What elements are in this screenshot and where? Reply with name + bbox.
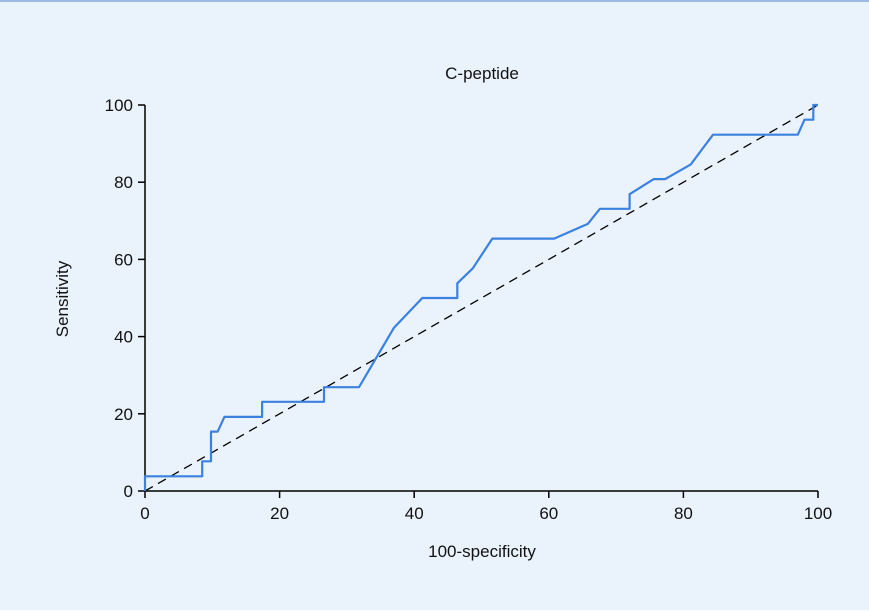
x-tick-label: 20 bbox=[270, 504, 289, 523]
axes: 0 20 40 60 80 100 0 20 40 60 80 100 bbox=[105, 96, 833, 523]
chart-title: C-peptide bbox=[445, 64, 519, 83]
x-tick-label: 40 bbox=[405, 504, 424, 523]
x-tick-label: 80 bbox=[674, 504, 693, 523]
y-tick-label: 100 bbox=[105, 96, 133, 115]
y-tick-label: 20 bbox=[114, 405, 133, 424]
reference-line bbox=[144, 104, 819, 492]
roc-curve bbox=[143, 103, 818, 491]
y-axis-title: Sensitivity bbox=[53, 260, 72, 337]
y-tick-label: 0 bbox=[124, 482, 133, 501]
y-tick-label: 80 bbox=[114, 173, 133, 192]
x-tick-label: 60 bbox=[539, 504, 558, 523]
roc-curve-group bbox=[143, 103, 818, 491]
x-tick-label: 100 bbox=[804, 504, 832, 523]
reference-line-group bbox=[144, 104, 819, 492]
x-tick-label: 0 bbox=[140, 504, 149, 523]
y-tick-label: 60 bbox=[114, 250, 133, 269]
y-tick-label: 40 bbox=[114, 328, 133, 347]
x-axis-title: 100-specificity bbox=[428, 542, 536, 561]
